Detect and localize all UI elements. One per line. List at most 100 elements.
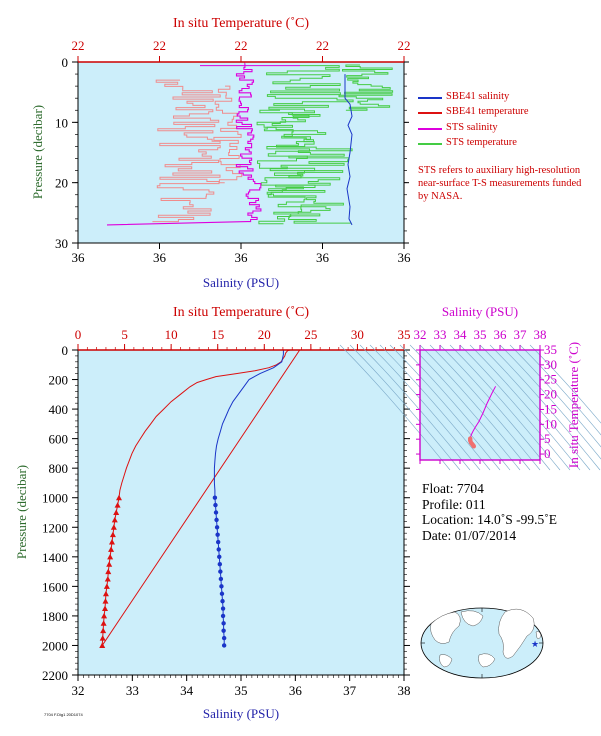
ts-temperature-tick-label: 25 [544,372,557,387]
main-temp-tick-label: 30 [351,327,364,342]
density-contour [479,344,591,471]
main-temp-tick-label: 0 [75,327,82,342]
main-salinity-axis-title: Salinity (PSU) [203,706,279,721]
density-contour [509,344,601,448]
density-contour [379,344,491,471]
top-temp-tick-label: 22 [72,38,85,53]
salinity-sample-marker [219,584,224,589]
main-pressure-tick-label: 1200 [42,520,68,535]
main-salinity-tick-label: 34 [180,683,194,698]
ts-salinity-tick-label: 33 [434,327,447,342]
main-panel: 0 5 10 15 20 25 30 35 32 33 34 35 36 37 38 0 200 400 600 80… [14,305,411,721]
map-graticule [421,608,543,678]
ts-salinity-tick-label: 36 [494,327,508,342]
salinity-sample-marker [215,532,220,537]
salinity-sample-marker [214,525,220,530]
salinity-sample-marker [220,613,226,619]
salinity-sample-marker [212,495,218,500]
temperature-sample-marker [102,605,109,612]
legend-label: SBE41 salinity [446,91,510,102]
density-contour [459,344,571,471]
temperature-sample-marker [110,524,117,530]
legend-swatch [418,97,442,99]
ts-temperature-tick-label: 20 [544,387,557,402]
main-pressure-tick-label: 1000 [42,491,68,506]
salinity-sample-marker [221,643,227,648]
legend-swatch [418,127,442,130]
temperature-sample-marker [103,583,110,589]
density-contour [439,344,551,471]
sts-temperature-line [263,65,354,224]
legend-label: SBE41 temperature [446,106,529,118]
ts-plot-area [420,350,540,460]
top-salinity-tick-label: 36 [72,250,86,265]
temperature-sample-marker [105,568,112,575]
top-temp-tick-label: 22 [316,38,329,53]
top-pressure-tick-label: 20 [55,176,68,191]
main-pressure-tick-label: 1400 [42,550,68,565]
ts-temperature-tick-label: 0 [544,446,551,461]
salinity-sample-marker [213,502,218,508]
top-salinity-tick-label: 36 [235,250,249,265]
salinity-sample-marker [214,517,219,523]
main-salinity-tick-label: 33 [126,683,139,698]
main-pressure-tick-label: 800 [49,461,69,476]
top-panel: 22 22 22 22 22 36 36 36 36 36 0 10 20 30 In situ Temp… [30,16,411,290]
ts-salinity-tick-label: 35 [474,327,487,342]
main-plot-area [78,350,404,675]
density-contour [449,344,561,471]
temperature-sample-marker [108,546,115,552]
legend-swatch [418,112,442,115]
main-temp-tick-label: 25 [304,327,317,342]
temperature-sample-marker [101,612,108,619]
density-contour [349,344,461,471]
ts-temperature-tick-label: 10 [544,416,557,431]
legend-swatch [418,142,442,145]
float-id: Float: 7704 [422,481,484,496]
main-temp-tick-label: 35 [398,327,411,342]
top-salinity-tick-label: 36 [316,250,330,265]
temperature-sample-marker [99,635,106,641]
density-contour [389,344,501,471]
temperature-sample-marker [102,598,109,604]
main-pressure-tick-label: 400 [49,402,69,417]
salinity-sample-marker [220,606,226,611]
top-pressure-tick-label: 0 [62,55,69,70]
salinity-sample-marker [217,554,222,560]
temperature-sample-marker [99,642,106,648]
sts-salinity-line [106,62,262,226]
salinity-sample-marker [220,598,225,604]
salinity-sample-marker [218,569,223,574]
temperature-sample-marker [109,531,116,538]
float-location: Location: 14.0˚S -99.5˚E [422,512,557,527]
main-temp-axis-title: In situ Temperature (˚C) [173,305,309,320]
temperature-sample-marker [107,553,114,560]
footer-tag: 7704 F.Dig1 20D1074 [44,712,83,717]
salinity-sample-marker [217,562,223,567]
top-salinity-tick-label: 36 [398,250,412,265]
salinity-sample-marker [215,539,221,545]
temperature-sample-marker [114,502,121,508]
ts-salinity-tick-label: 38 [534,327,547,342]
salinity-sample-marker [216,547,221,552]
temperature-sample-marker [111,516,118,523]
main-pressure-tick-label: 0 [62,343,69,358]
salinity-sample-marker [221,628,226,633]
legend-label: STS salinity [446,121,498,133]
temperature-sample-marker [100,627,107,634]
map-continents [430,608,542,668]
ts-sample-marker [471,444,476,449]
salinity-sample-marker [218,576,224,582]
top-pressure-axis-title: Pressure (decibar) [30,105,45,199]
density-contour [419,344,531,471]
ts-temperature-tick-label: 35 [544,342,557,357]
temperature-sample-marker [108,539,115,545]
main-temp-tick-label: 10 [165,327,178,342]
location-map: ★ [420,607,544,679]
legend-note: STS refers to auxiliary high-resolution … [418,165,582,202]
main-salinity-tick-label: 36 [289,683,303,698]
top-temp-tick-label: 22 [235,38,248,53]
main-salinity-tick-label: 37 [343,683,357,698]
main-temp-tick-label: 20 [258,327,271,342]
